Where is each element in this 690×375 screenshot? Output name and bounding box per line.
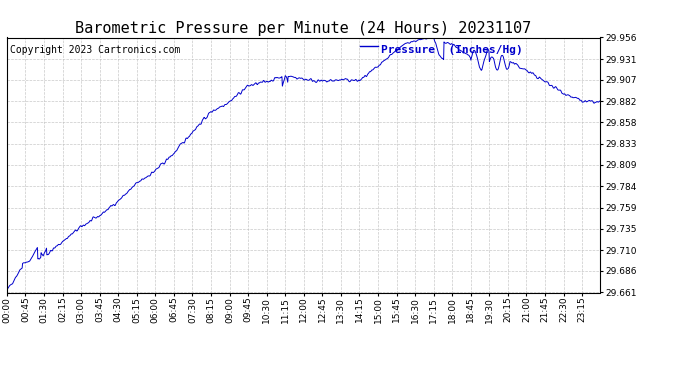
Text: Pressure  (Inches/Hg): Pressure (Inches/Hg) xyxy=(381,45,522,55)
Title: Barometric Pressure per Minute (24 Hours) 20231107: Barometric Pressure per Minute (24 Hours… xyxy=(75,21,532,36)
Text: Copyright 2023 Cartronics.com: Copyright 2023 Cartronics.com xyxy=(10,45,180,55)
